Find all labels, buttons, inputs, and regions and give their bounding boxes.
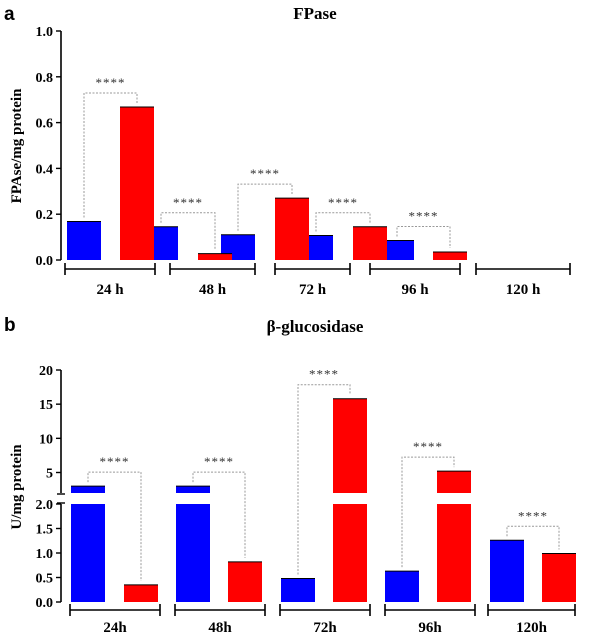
y-tick-label: 0.2	[36, 208, 54, 223]
bar	[490, 540, 524, 602]
significance-label: ****	[518, 508, 548, 523]
y-tick-label: 20	[39, 364, 53, 379]
bar-lower-segment	[176, 504, 210, 602]
y-tick-label: 2.0	[36, 498, 54, 513]
significance-label: ****	[173, 195, 203, 210]
significance-label: ****	[96, 75, 126, 90]
significance-bracket	[297, 384, 351, 575]
bar-lower-segment	[71, 504, 105, 602]
panel-a-plot: 0.0 0.2 0.4 0.6 0.8 1.0 **** 24 h **** 48 h **** 72…	[36, 25, 571, 298]
y-tick-label: 0.6	[36, 117, 54, 132]
y-tick-label: 10	[39, 432, 53, 447]
bar-lower-segment	[437, 504, 471, 602]
group-brace	[274, 263, 351, 275]
significance-bracket	[396, 226, 451, 248]
panel-a-letter: a	[4, 4, 15, 25]
panel-b-ylabel: U/mg protein	[9, 444, 25, 530]
significance-label: ****	[413, 439, 443, 454]
panel-a-title: FPase	[293, 4, 337, 23]
bar	[67, 221, 101, 260]
significance-label: ****	[328, 195, 358, 210]
bar	[124, 584, 158, 602]
y-tick-label: 5	[46, 467, 53, 482]
significance-label: ****	[309, 367, 339, 382]
significance-label: ****	[204, 454, 234, 469]
bar-upper-segment	[437, 471, 471, 493]
bar	[281, 578, 315, 602]
y-tick-label: 0.8	[36, 71, 54, 86]
group-brace	[174, 604, 266, 616]
bar-upper-segment	[333, 398, 367, 493]
panel-b-plot: 0.0 0.5 1.0 1.5 2.0 5 10 15 20 **** 24h **** 48h ****…	[36, 364, 576, 636]
group-brace	[69, 604, 161, 616]
significance-bracket	[506, 525, 560, 550]
panel-a-ylabel: FPAse/mg protein	[9, 88, 25, 204]
bar-lower-segment	[333, 504, 367, 602]
bar	[120, 107, 154, 260]
y-tick-label: 0.4	[36, 162, 54, 177]
x-category-label: 24 h	[96, 282, 124, 298]
group-brace	[169, 263, 256, 275]
bar	[353, 226, 387, 260]
significance-bracket	[160, 212, 216, 250]
bar	[433, 251, 467, 260]
y-tick-label: 0.5	[36, 572, 54, 587]
significance-bracket	[315, 212, 371, 232]
bar	[228, 561, 262, 602]
bar	[380, 240, 414, 260]
group-brace	[279, 604, 371, 616]
x-category-label: 120h	[516, 620, 548, 636]
y-tick-label: 15	[39, 398, 53, 413]
group-brace	[369, 263, 461, 275]
bar-upper-segment	[71, 486, 105, 493]
bar	[385, 571, 419, 602]
x-category-label: 72 h	[299, 282, 327, 298]
y-tick-label: 0.0	[36, 596, 54, 611]
x-category-label: 96 h	[401, 282, 429, 298]
bar	[275, 198, 309, 260]
bar-upper-segment	[176, 486, 210, 493]
y-tick-label: 1.5	[36, 523, 54, 538]
group-brace	[475, 263, 571, 275]
x-category-label: 48 h	[199, 282, 227, 298]
bar	[198, 253, 232, 260]
x-category-label: 24h	[103, 620, 127, 636]
significance-label: ****	[409, 209, 439, 224]
x-category-label: 48h	[208, 620, 232, 636]
x-category-label: 96h	[418, 620, 442, 636]
y-tick-label: 0.0	[36, 254, 54, 269]
significance-bracket	[237, 183, 293, 231]
group-brace	[384, 604, 476, 616]
significance-label: ****	[250, 166, 280, 181]
significance-bracket	[192, 471, 246, 558]
significance-bracket	[83, 92, 138, 218]
group-brace	[487, 604, 576, 616]
bar	[542, 553, 576, 602]
x-category-label: 72h	[313, 620, 337, 636]
x-category-label: 120 h	[506, 282, 541, 298]
significance-bracket	[87, 471, 142, 581]
group-brace	[64, 263, 156, 275]
y-tick-label: 1.0	[36, 25, 54, 40]
panel-b-title: β-glucosidase	[267, 317, 364, 336]
significance-label: ****	[100, 454, 130, 469]
panel-b-letter: b	[4, 315, 16, 336]
y-tick-label: 1.0	[36, 547, 54, 562]
